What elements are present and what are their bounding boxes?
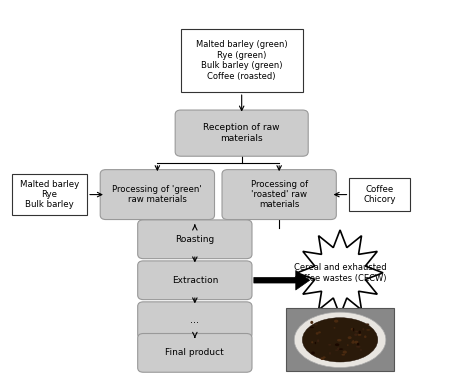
- Text: Malted barley
Rye
Bulk barley: Malted barley Rye Bulk barley: [20, 180, 79, 209]
- Ellipse shape: [339, 349, 343, 350]
- FancyBboxPatch shape: [175, 110, 308, 156]
- Ellipse shape: [316, 332, 319, 335]
- Ellipse shape: [355, 331, 358, 333]
- Text: Roasting: Roasting: [175, 235, 214, 244]
- Ellipse shape: [364, 335, 366, 338]
- Ellipse shape: [351, 341, 355, 344]
- Ellipse shape: [356, 346, 361, 348]
- Ellipse shape: [347, 344, 348, 346]
- FancyBboxPatch shape: [222, 170, 337, 220]
- Ellipse shape: [334, 327, 336, 328]
- Ellipse shape: [317, 339, 319, 342]
- Text: Processing of 'green'
raw materials: Processing of 'green' raw materials: [112, 185, 202, 204]
- Ellipse shape: [329, 352, 331, 355]
- Ellipse shape: [357, 334, 361, 336]
- Ellipse shape: [302, 318, 378, 362]
- Text: ...: ...: [191, 315, 200, 325]
- Ellipse shape: [357, 343, 359, 345]
- Ellipse shape: [360, 349, 362, 351]
- Ellipse shape: [343, 350, 347, 354]
- Ellipse shape: [347, 336, 352, 339]
- Ellipse shape: [337, 339, 341, 341]
- Ellipse shape: [335, 343, 339, 346]
- Ellipse shape: [311, 352, 315, 355]
- FancyBboxPatch shape: [137, 302, 252, 339]
- FancyBboxPatch shape: [286, 308, 394, 372]
- Ellipse shape: [318, 332, 321, 333]
- Polygon shape: [297, 230, 383, 316]
- Ellipse shape: [320, 357, 324, 360]
- Ellipse shape: [294, 312, 386, 367]
- Ellipse shape: [365, 324, 369, 325]
- Ellipse shape: [353, 328, 355, 332]
- Text: Cereal and exhausted
coffee wastes (CECW): Cereal and exhausted coffee wastes (CECW…: [294, 263, 386, 282]
- Text: Extraction: Extraction: [172, 276, 218, 285]
- Ellipse shape: [335, 350, 338, 351]
- Ellipse shape: [310, 321, 313, 324]
- Ellipse shape: [315, 342, 316, 344]
- Ellipse shape: [310, 327, 314, 328]
- Text: Malted barley (green)
Rye (green)
Bulk barley (green)
Coffee (roasted): Malted barley (green) Rye (green) Bulk b…: [196, 40, 288, 81]
- Text: Coffee
Chicory: Coffee Chicory: [364, 185, 396, 204]
- FancyBboxPatch shape: [137, 333, 252, 372]
- Ellipse shape: [334, 320, 338, 323]
- Ellipse shape: [311, 341, 313, 343]
- Ellipse shape: [354, 333, 357, 336]
- Ellipse shape: [328, 344, 331, 345]
- Ellipse shape: [362, 328, 365, 330]
- Ellipse shape: [352, 340, 354, 342]
- Ellipse shape: [315, 324, 318, 325]
- Ellipse shape: [337, 347, 340, 350]
- Bar: [181, 29, 302, 92]
- Ellipse shape: [366, 329, 370, 331]
- FancyBboxPatch shape: [100, 170, 215, 220]
- Text: Final product: Final product: [165, 349, 224, 357]
- Bar: [349, 178, 410, 211]
- Ellipse shape: [351, 328, 354, 330]
- Text: Processing of
'roasted' raw
materials: Processing of 'roasted' raw materials: [251, 180, 308, 209]
- Ellipse shape: [354, 341, 358, 344]
- Bar: [12, 174, 87, 215]
- Ellipse shape: [322, 356, 326, 358]
- Text: Reception of raw
materials: Reception of raw materials: [203, 124, 280, 143]
- FancyBboxPatch shape: [137, 220, 252, 259]
- Ellipse shape: [341, 354, 345, 356]
- FancyBboxPatch shape: [137, 261, 252, 300]
- Ellipse shape: [358, 331, 361, 334]
